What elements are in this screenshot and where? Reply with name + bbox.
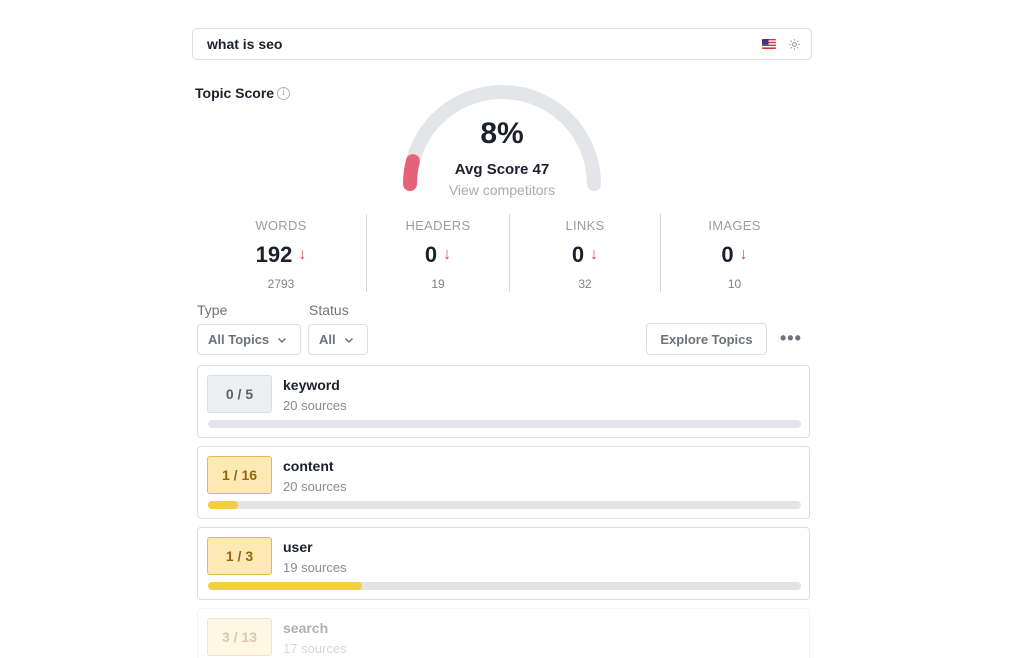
settings-gear-icon[interactable] (788, 38, 801, 51)
search-input[interactable]: what is seo (207, 36, 283, 52)
divider (509, 214, 510, 292)
chevron-down-icon (344, 337, 353, 343)
topic-count-badge: 1 / 16 (207, 456, 272, 494)
arrow-down-icon: ↓ (590, 246, 599, 263)
topic-name: keyword (283, 377, 340, 393)
stat-label: HEADERS (405, 218, 471, 233)
topic-card[interactable]: 3 / 13 search 17 sources (197, 608, 810, 658)
type-dropdown[interactable]: All Topics (197, 324, 301, 355)
topic-sources: 20 sources (283, 398, 347, 413)
topic-sources: 17 sources (283, 641, 347, 656)
divider (366, 214, 367, 292)
stat-value: 0 (571, 242, 585, 267)
view-competitors-link[interactable]: View competitors (448, 182, 556, 198)
search-bar[interactable]: what is seo (192, 28, 812, 60)
stat-label: LINKS (565, 218, 605, 233)
topic-sources: 19 sources (283, 560, 347, 575)
avg-score: Avg Score 47 (454, 161, 550, 178)
arrow-down-icon: ↓ (443, 246, 452, 263)
status-dropdown[interactable]: All (308, 324, 368, 355)
topic-score-label: Topic Score (195, 85, 275, 101)
topic-count-badge: 3 / 13 (207, 618, 272, 656)
stat-value: 0 (721, 242, 734, 267)
arrow-down-icon: ↓ (298, 246, 307, 263)
status-dropdown-value: All (319, 332, 336, 347)
divider (660, 214, 661, 292)
topic-progress-bar (208, 420, 801, 428)
us-flag-icon[interactable] (762, 39, 776, 49)
status-filter-label: Status (309, 302, 349, 318)
topic-name: user (283, 539, 313, 555)
stat-target: 19 (431, 277, 445, 291)
more-options-icon[interactable]: ••• (780, 328, 802, 348)
topic-progress-bar (208, 501, 801, 509)
info-icon[interactable]: i (277, 86, 291, 100)
stat-images: IMAGES 0 ↓ 10 (661, 214, 808, 294)
gauge-fill (403, 154, 420, 191)
topic-card[interactable]: 0 / 5 keyword 20 sources (197, 365, 810, 438)
chevron-down-icon (278, 337, 287, 343)
stat-label: IMAGES (708, 218, 761, 233)
topic-progress-fill (208, 582, 363, 590)
score-percent: 8% (480, 117, 524, 150)
stat-value: 192 (255, 242, 293, 267)
type-dropdown-value: All Topics (208, 332, 270, 347)
score-gauge (403, 85, 601, 191)
topic-name: content (283, 458, 334, 474)
topic-name: search (283, 620, 329, 636)
stat-links: LINKS 0 ↓ 32 (510, 214, 660, 294)
stat-target: 10 (727, 277, 742, 291)
topic-score-heading: Topic Score i (195, 85, 291, 101)
explore-topics-button[interactable]: Explore Topics (646, 323, 767, 355)
topic-count-badge: 1 / 3 (207, 537, 272, 575)
topic-progress-bar (208, 582, 801, 590)
topic-progress-fill (208, 501, 238, 509)
topic-card[interactable]: 1 / 3 user 19 sources (197, 527, 810, 600)
stat-headers: HEADERS 0 ↓ 19 (367, 214, 509, 294)
stat-label: WORDS (255, 218, 307, 233)
stat-target: 2793 (267, 277, 295, 291)
topic-count-badge: 0 / 5 (207, 375, 272, 413)
stat-words: WORDS 192 ↓ 2793 (196, 214, 366, 294)
stat-target: 32 (578, 277, 592, 291)
topic-sources: 20 sources (283, 479, 347, 494)
stats-row: WORDS 192 ↓ 2793 HEADERS 0 ↓ 19 LINKS 0 … (196, 214, 808, 294)
stat-value: 0 (424, 242, 438, 267)
topic-card[interactable]: 1 / 16 content 20 sources (197, 446, 810, 519)
gauge-track (403, 85, 601, 191)
arrow-down-icon: ↓ (739, 246, 748, 263)
type-filter-label: Type (197, 302, 228, 318)
